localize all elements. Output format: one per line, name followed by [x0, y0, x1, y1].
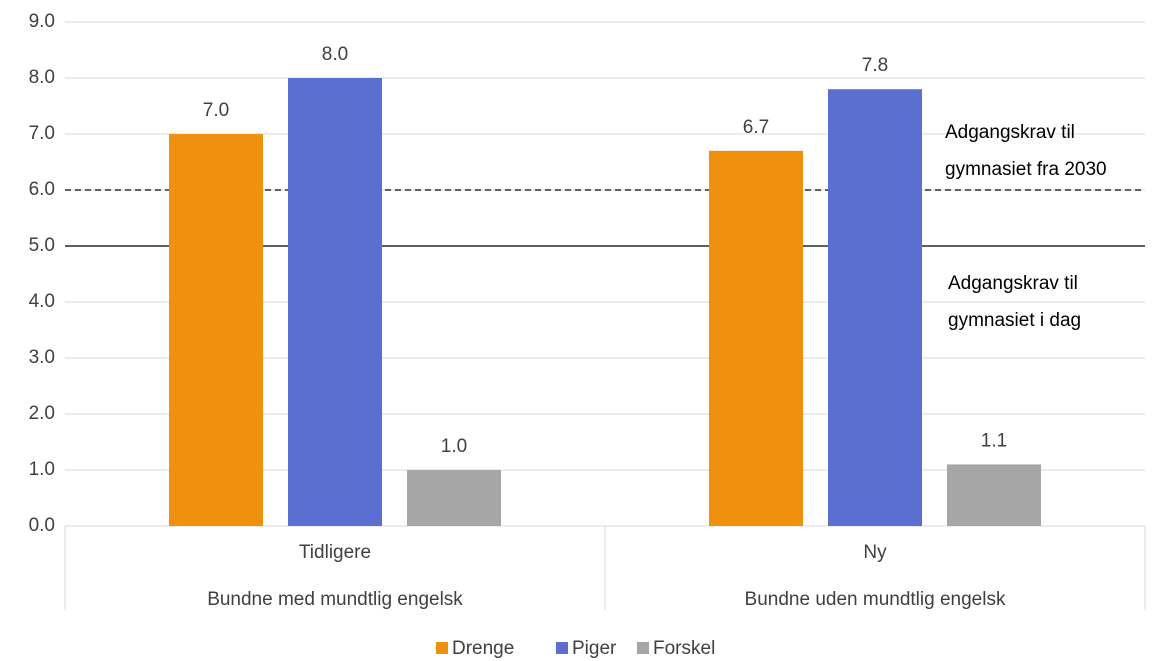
- bar: [288, 78, 382, 526]
- y-tick-label: 2.0: [29, 403, 55, 424]
- bar: [828, 89, 922, 526]
- legend-label: Forskel: [653, 638, 715, 659]
- x-group-label: Bundne med mundtlig engelsk: [207, 589, 463, 610]
- y-tick-label: 4.0: [29, 291, 55, 312]
- y-tick-label: 9.0: [29, 11, 55, 32]
- y-tick-label: 8.0: [29, 67, 55, 88]
- x-tick-label: Ny: [863, 542, 887, 563]
- reference-label: Adgangskrav til: [948, 273, 1078, 294]
- reference-label: Adgangskrav til: [945, 122, 1075, 143]
- bar: [407, 470, 501, 526]
- bar: [947, 464, 1041, 526]
- value-label: 1.1: [981, 430, 1007, 451]
- y-tick-label: 1.0: [29, 459, 55, 480]
- bar: [169, 134, 263, 526]
- x-group-label: Bundne uden mundtlig engelsk: [745, 589, 1006, 610]
- bar: [709, 150, 803, 527]
- y-tick-label: 7.0: [29, 123, 55, 144]
- legend-swatch: [436, 642, 448, 654]
- x-tick-label: Tidligere: [299, 542, 371, 563]
- legend-swatch: [556, 642, 568, 654]
- reference-label: gymnasiet fra 2030: [945, 159, 1107, 180]
- value-label: 1.0: [441, 436, 467, 457]
- value-label: 8.0: [322, 44, 348, 65]
- value-label: 7.0: [203, 100, 229, 121]
- y-tick-label: 6.0: [29, 179, 55, 200]
- value-label: 6.7: [743, 117, 769, 138]
- reference-label: gymnasiet i dag: [948, 310, 1081, 331]
- y-tick-label: 0.0: [29, 515, 55, 536]
- legend-label: Piger: [572, 638, 617, 659]
- y-tick-label: 3.0: [29, 347, 55, 368]
- legend-swatch: [637, 642, 649, 654]
- legend-label: Drenge: [452, 638, 514, 659]
- value-label: 7.8: [862, 55, 888, 76]
- y-tick-label: 5.0: [29, 235, 55, 256]
